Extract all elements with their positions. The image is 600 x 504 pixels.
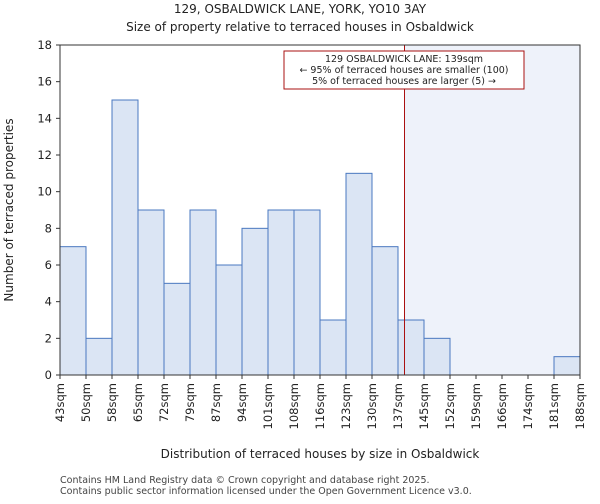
y-tick-label: 4 [45, 295, 52, 309]
x-tick-label: 79sqm [183, 383, 197, 422]
bar-108sqm [293, 209, 321, 376]
bar-130sqm [371, 246, 399, 376]
bar-79sqm [189, 209, 217, 376]
y-tick-label: 18 [37, 38, 52, 52]
chart-subtitle: Size of property relative to terraced ho… [126, 20, 474, 34]
y-tick-label: 0 [45, 368, 52, 382]
bar-94sqm [241, 227, 269, 376]
y-tick-label: 8 [45, 221, 52, 235]
x-tick-label: 87sqm [209, 383, 223, 422]
y-tick-label: 6 [45, 258, 52, 272]
x-tick-label: 174sqm [521, 383, 535, 429]
x-tick-label: 94sqm [235, 383, 249, 422]
annotation-line-3: 5% of terraced houses are larger (5) → [312, 76, 496, 87]
y-tick-label: 2 [45, 331, 52, 345]
bar-72sqm [163, 282, 191, 376]
footer-line-1: Contains HM Land Registry data © Crown c… [60, 475, 430, 486]
annotation-box: 129 OSBALDWICK LANE: 139sqm ← 95% of ter… [283, 50, 525, 90]
bar-137sqm [397, 319, 425, 376]
x-tick-label: 116sqm [313, 383, 327, 429]
x-tick-label: 65sqm [131, 383, 145, 422]
x-tick-label: 137sqm [391, 383, 405, 429]
bar-65sqm [137, 209, 165, 376]
x-tick-label: 72sqm [157, 383, 171, 422]
x-tick-label: 58sqm [105, 383, 119, 422]
x-tick-label: 123sqm [339, 383, 353, 429]
x-tick-label: 50sqm [79, 383, 93, 422]
annotation-line-2: ← 95% of terraced houses are smaller (10… [299, 65, 508, 76]
annotation-border [283, 50, 525, 90]
y-tick-label: 12 [37, 148, 52, 162]
bar-101sqm [267, 209, 295, 376]
bar-87sqm [215, 264, 243, 376]
larger-region-shade [404, 45, 580, 375]
x-tick-label: 145sqm [417, 383, 431, 429]
footer-line-2: Contains public sector information licen… [60, 486, 472, 497]
bar-145sqm [423, 337, 451, 376]
x-tick-label: 152sqm [443, 383, 457, 429]
y-tick-label: 10 [37, 185, 52, 199]
y-axis-label: Number of terraced properties [2, 118, 16, 301]
y-tick-label: 16 [37, 75, 52, 89]
x-tick-label: 188sqm [573, 383, 587, 429]
x-tick-label: 130sqm [365, 383, 379, 429]
x-tick-label: 166sqm [495, 383, 509, 429]
x-tick-label: 181sqm [547, 383, 561, 429]
bar-58sqm [111, 99, 139, 376]
chart-title: 129, OSBALDWICK LANE, YORK, YO10 3AY [174, 2, 427, 16]
bar-116sqm [319, 319, 347, 376]
x-tick-label: 101sqm [261, 383, 275, 429]
x-tick-label: 159sqm [469, 383, 483, 429]
y-tick-label: 14 [37, 111, 52, 125]
annotation-line-1: 129 OSBALDWICK LANE: 139sqm [325, 54, 483, 65]
x-tick-label: 108sqm [287, 383, 301, 429]
bar-123sqm [345, 172, 373, 376]
bar-50sqm [85, 337, 113, 376]
x-axis-label: Distribution of terraced houses by size … [161, 447, 480, 461]
bar-181sqm [553, 356, 581, 376]
x-tick-label: 43sqm [53, 383, 67, 422]
bar-43sqm [59, 246, 87, 376]
